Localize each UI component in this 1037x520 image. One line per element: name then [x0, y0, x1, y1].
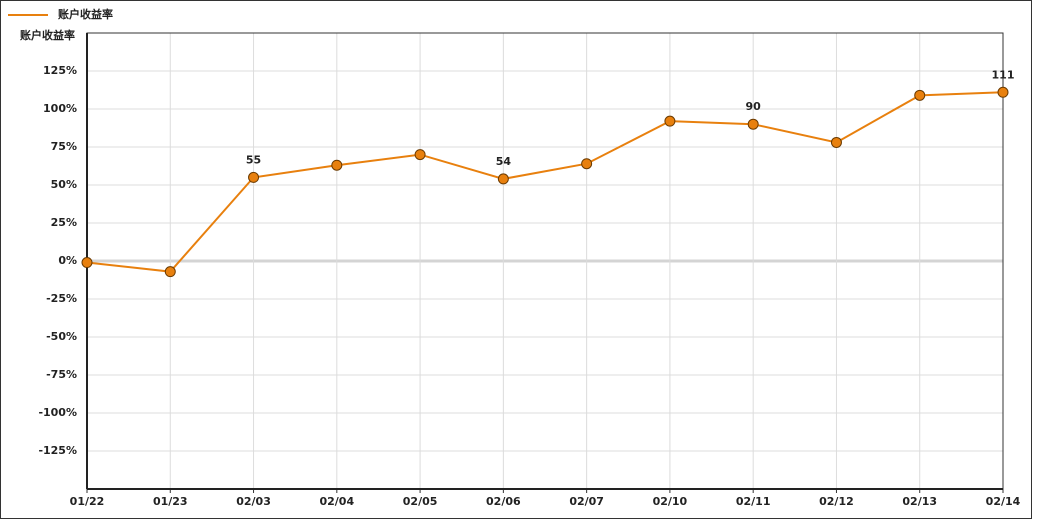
x-tick-label: 02/05	[403, 495, 438, 508]
x-tick-label: 02/10	[653, 495, 688, 508]
x-tick-label: 02/13	[902, 495, 937, 508]
data-label: 111	[992, 68, 1015, 81]
point	[997, 86, 1009, 98]
y-tick-label: 25%	[51, 216, 77, 229]
series-line	[86, 91, 1004, 273]
grid: -125% -100% -75% -50% -25% 0% 25% 50% 75% 100% 125…	[38, 32, 1021, 508]
y-tick-label: -125%	[38, 444, 77, 457]
y-tick-label: 50%	[51, 178, 77, 191]
y-tick-label: 125%	[43, 64, 77, 77]
y-tick-label: -25%	[46, 292, 77, 305]
y-tick-label: 100%	[43, 102, 77, 115]
x-tick-label: 02/07	[569, 495, 604, 508]
y-tick-label: -75%	[46, 368, 77, 381]
point	[830, 136, 842, 148]
point	[414, 149, 426, 161]
data-label: 54	[496, 155, 512, 168]
point	[81, 257, 93, 269]
point	[164, 266, 176, 278]
y-axis-title: 账户收益率	[20, 28, 75, 42]
y-tick-label: 75%	[51, 140, 77, 153]
y-tick-label: -100%	[38, 406, 77, 419]
y-tick-label: -50%	[46, 330, 77, 343]
x-tick-label: 02/04	[319, 495, 354, 508]
y-tick-label: 0%	[58, 254, 77, 267]
point	[747, 118, 759, 130]
x-tick-label: 02/03	[236, 495, 271, 508]
x-tick-label: 02/11	[736, 495, 771, 508]
x-tick-label: 02/14	[986, 495, 1021, 508]
marks: 55 54 90 111	[81, 68, 1015, 278]
x-tick-label: 02/06	[486, 495, 521, 508]
data-label: 55	[246, 153, 261, 166]
point	[581, 158, 593, 170]
data-label: 90	[746, 100, 762, 113]
point	[497, 173, 509, 185]
x-tick-label: 02/12	[819, 495, 854, 508]
legend-label: 账户收益率	[58, 7, 113, 21]
point	[248, 171, 260, 183]
point	[914, 89, 926, 101]
point	[331, 159, 343, 171]
point	[664, 115, 676, 127]
x-tick-label: 01/22	[70, 495, 105, 508]
x-tick-label: 01/23	[153, 495, 188, 508]
